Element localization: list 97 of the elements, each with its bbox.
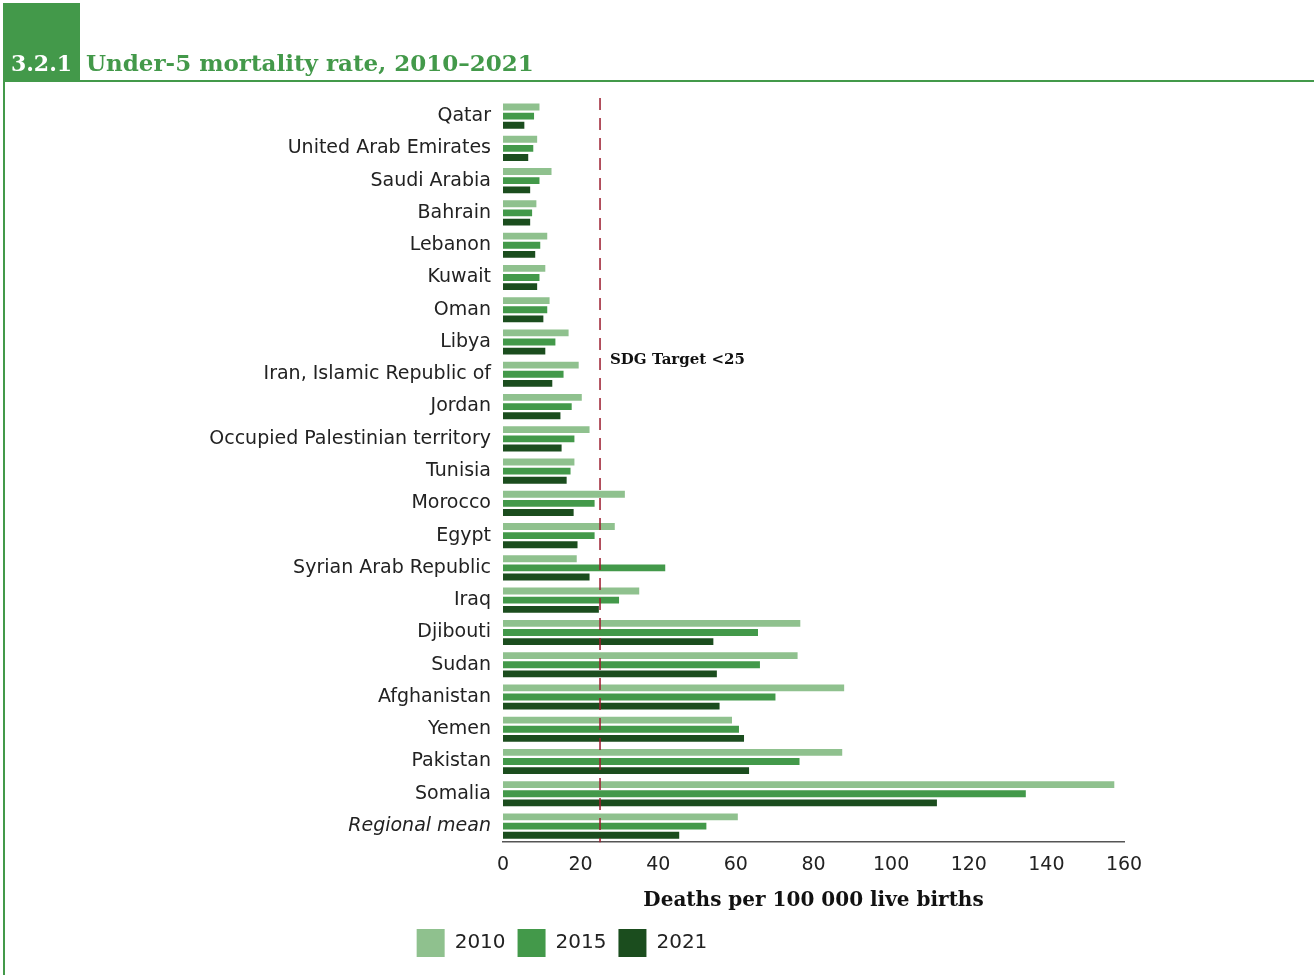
bar	[503, 509, 574, 516]
bar	[503, 758, 800, 765]
bar	[503, 435, 575, 443]
bar	[503, 670, 717, 678]
ref-line-label: SDG Target <25	[610, 349, 745, 368]
bar	[503, 135, 538, 143]
y-tick-label: Jordan	[429, 393, 491, 416]
bar	[503, 555, 577, 563]
y-tick-label: Lebanon	[409, 232, 491, 255]
y-tick-label: Somalia	[414, 780, 491, 803]
bar	[503, 813, 738, 821]
x-tick-label: 0	[496, 851, 510, 874]
bar	[503, 725, 739, 733]
bar	[503, 283, 538, 291]
bar	[503, 380, 553, 387]
y-tick-label: Syrian Arab Republic	[293, 554, 491, 577]
bar	[503, 306, 548, 314]
bar	[503, 144, 534, 152]
y-tick-label: Morocco	[411, 490, 491, 513]
x-tick-label: 80	[801, 851, 826, 874]
bar	[503, 541, 578, 549]
y-tick-label: Yemen	[426, 716, 491, 739]
bar	[503, 605, 599, 613]
bar	[503, 250, 536, 258]
bar	[503, 121, 525, 129]
x-tick-label: 100	[872, 851, 910, 874]
bar	[503, 177, 540, 185]
y-tick-label: Qatar	[437, 103, 492, 126]
bar	[503, 734, 745, 742]
y-tick-label: Afghanistan	[377, 683, 491, 706]
y-tick-label: Pakistan	[411, 748, 491, 771]
bar	[503, 596, 620, 604]
bar	[503, 652, 798, 659]
bar	[503, 241, 541, 249]
bar	[503, 629, 758, 636]
x-tick-label: 40	[646, 851, 671, 874]
y-tick-label: Tunisia	[425, 458, 491, 481]
bar	[503, 532, 595, 540]
legend-label: 2021	[656, 929, 708, 954]
y-tick-label: Saudi Arabia	[370, 167, 491, 190]
bar	[503, 297, 550, 305]
bar	[503, 702, 720, 710]
bar	[503, 218, 531, 226]
bar	[503, 716, 732, 724]
x-tick-label: 140	[1028, 851, 1065, 874]
bar	[503, 748, 843, 756]
y-tick-label: Iraq	[453, 587, 491, 610]
bar	[503, 638, 714, 646]
bar	[503, 112, 535, 120]
bar	[503, 264, 546, 272]
bar	[503, 426, 590, 434]
y-tick-label: Bahrain	[417, 199, 491, 222]
x-tick-label: 60	[723, 851, 748, 874]
bar	[503, 200, 537, 208]
bar	[503, 154, 529, 161]
bar	[503, 661, 760, 669]
x-tick-label: 160	[1105, 851, 1143, 874]
bar	[503, 490, 625, 498]
bar	[503, 781, 1115, 789]
bar	[503, 361, 579, 369]
y-tick-label: Kuwait	[427, 264, 491, 287]
bar	[503, 523, 615, 530]
bar	[503, 329, 569, 337]
bar	[503, 831, 680, 839]
bar	[503, 564, 666, 572]
y-tick-label: Egypt	[436, 522, 491, 545]
bar	[503, 767, 750, 775]
y-tick-label: Occupied Palestinian territory	[209, 425, 491, 448]
y-tick-label: Iran, Islamic Republic of	[263, 361, 493, 384]
text: Under-5 mortality rate, 2010–2021	[86, 49, 534, 76]
y-tick-label: Sudan	[431, 651, 491, 674]
text: 3.2.1	[3, 3, 80, 80]
bar	[503, 499, 595, 507]
y-tick-label: Djibouti	[417, 619, 491, 642]
legend-label: 2010	[454, 929, 506, 954]
bar	[503, 168, 552, 175]
bar	[503, 347, 546, 355]
bar	[503, 467, 571, 475]
bar	[503, 403, 572, 410]
bar	[503, 370, 564, 378]
bar	[503, 274, 540, 281]
bar	[503, 476, 567, 484]
y-tick-label: Regional mean	[348, 813, 491, 835]
legend-label: 2015	[555, 929, 607, 954]
y-tick-label: United Arab Emirates	[287, 135, 491, 158]
bar	[503, 619, 801, 627]
bar	[503, 393, 582, 401]
bar	[503, 315, 544, 323]
bar	[503, 186, 531, 194]
x-tick-label: 20	[568, 851, 593, 874]
bar	[503, 790, 1026, 798]
bar	[503, 412, 561, 420]
y-tick-label: Libya	[440, 328, 491, 351]
y-tick-label: Oman	[433, 296, 491, 319]
x-tick-label: 120	[950, 851, 987, 874]
x-axis-title: Deaths per 100 000 live births	[643, 887, 984, 912]
bar	[503, 684, 845, 692]
